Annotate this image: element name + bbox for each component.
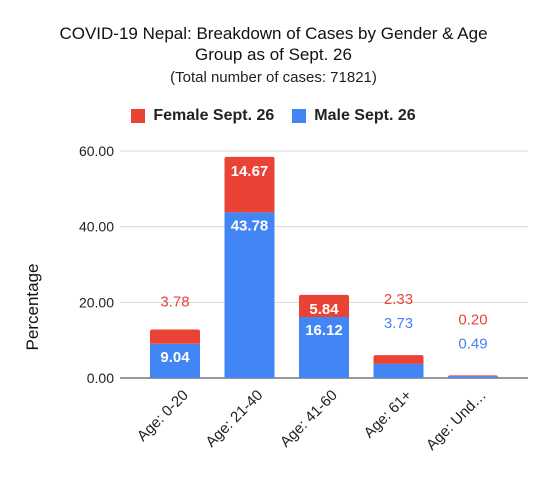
- y-tick-label: 20.00: [79, 294, 114, 310]
- data-label-female: 0.20: [458, 311, 487, 328]
- legend-item-female[interactable]: Female Sept. 26: [131, 107, 274, 125]
- y-tick-label: 40.00: [79, 219, 114, 235]
- bar-female-2: [299, 294, 349, 318]
- x-tick-label: Age: 0-20: [134, 387, 192, 445]
- data-label-female: 3.78: [160, 293, 189, 310]
- chart-title-line-2: Group as of Sept. 26: [195, 45, 352, 64]
- legend: Female Sept. 26 Male Sept. 26: [0, 103, 547, 129]
- chart-title-line-1: COVID-19 Nepal: Breakdown of Cases by Ge…: [59, 24, 488, 43]
- bar-male-1: [224, 212, 275, 378]
- bar-female-1: [224, 156, 275, 213]
- bar-male-4: [448, 376, 498, 378]
- bar-female-0: [150, 329, 200, 344]
- data-label-male: 0.49: [458, 335, 487, 352]
- legend-label-male: Male Sept. 26: [314, 107, 416, 124]
- data-label-male: 3.73: [384, 315, 413, 332]
- data-label-male: 16.12: [305, 322, 343, 339]
- x-tick-label: Age: 41-60: [277, 387, 341, 451]
- y-axis-title: Percentage: [23, 264, 42, 351]
- x-tick-label: Age: 61+: [361, 387, 416, 442]
- x-tick-label: Age: 21-40: [202, 387, 266, 451]
- legend-item-male[interactable]: Male Sept. 26: [292, 107, 416, 125]
- y-tick-label: 60.00: [79, 143, 114, 159]
- data-label-male: 9.04: [160, 349, 190, 366]
- bar-female-4: [448, 375, 498, 378]
- chart-subtitle: (Total number of cases: 71821): [170, 69, 377, 86]
- legend-swatch-male: [292, 109, 307, 123]
- data-label-female: 5.84: [309, 301, 339, 318]
- legend-label-female: Female Sept. 26: [153, 107, 275, 124]
- bar-male-0: [150, 343, 200, 378]
- y-tick-label: 0.00: [87, 370, 114, 386]
- bar-male-2: [299, 317, 349, 378]
- data-label-female: 14.67: [231, 163, 269, 180]
- data-label-female: 2.33: [384, 291, 413, 308]
- x-tick-label: Age: Und…: [423, 387, 490, 454]
- bar-female-3: [373, 355, 424, 364]
- bar-male-3: [373, 363, 424, 378]
- data-label-male: 43.78: [231, 217, 269, 234]
- legend-swatch-female: [131, 109, 146, 123]
